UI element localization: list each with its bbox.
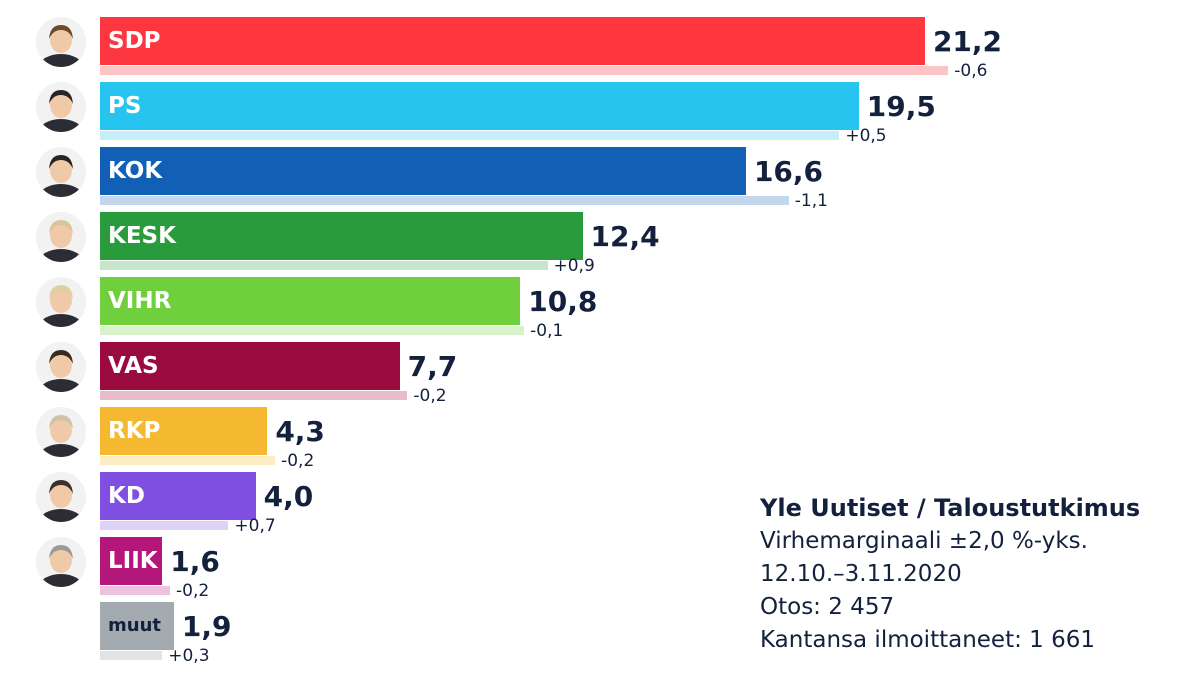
survey-dates: 12.10.–3.11.2020 [760,561,962,587]
bar-value-label: 10,8 [528,285,598,318]
previous-bar [100,326,525,335]
bar-category-label: LIIK [108,548,158,574]
previous-bar [100,131,840,140]
bar-row: VIHR 10,8 -0,1 [0,277,760,341]
previous-bar [100,651,163,660]
leader-photo-icon [36,212,86,262]
bar-category-label: VAS [108,353,159,379]
leader-photo-icon [36,472,86,522]
bar-value-label: 1,9 [181,610,232,643]
bar: RKP [100,407,268,455]
source-block: Yle Uutiset / Taloustutkimus Virhemargin… [760,492,1190,657]
leader-photo-icon [36,17,86,67]
bar: LIIK [100,537,163,585]
bar-value-label: 19,5 [866,90,936,123]
bar-category-label: KD [108,483,145,509]
bar-value-label: 4,3 [275,415,325,448]
leader-photo-icon [36,82,86,132]
previous-bar [100,66,949,75]
bar-row: RKP 4,3 -0,2 [0,407,760,471]
leader-photo-icon [36,147,86,197]
bar: KD [100,472,256,520]
declared-count: Kantansa ilmoittaneet: 1 661 [760,627,1096,653]
bar: VIHR [100,277,521,325]
bar-category-label: muut [108,615,161,636]
bar-row: KESK 12,4 +0,9 [0,212,760,276]
bar-value-label: 1,6 [170,545,220,578]
change-label: -0,2 [281,451,315,471]
bar-category-label: KESK [108,223,176,249]
source-title: Yle Uutiset / Taloustutkimus [760,494,1141,522]
bar-category-label: KOK [108,158,163,184]
bar-row: LIIK 1,6 -0,2 [0,537,760,601]
bar: PS [100,82,859,130]
change-label: +0,3 [168,646,210,666]
bar-value-label: 16,6 [753,155,824,188]
bar-value-label: 12,4 [590,220,660,253]
change-label: +0,7 [234,516,276,536]
change-label: -0,2 [413,386,447,406]
bar-row: SDP 21,2 -0,6 [0,17,1002,81]
bar: VAS [100,342,400,390]
change-label: +0,9 [553,256,595,276]
change-label: -1,1 [794,191,828,211]
bar: KESK [100,212,583,260]
change-label: -0,1 [530,321,564,341]
bar-value-label: 7,7 [407,350,458,383]
error-margin: Virhemarginaali ±2,0 %-yks. [760,528,1088,554]
bar: SDP [100,17,925,65]
leader-photo-icon [36,342,86,392]
leader-photo-icon [36,407,86,457]
bar-category-label: PS [108,93,142,119]
previous-bar [100,456,276,465]
leader-photo-icon [36,537,86,587]
bar-value-label: 4,0 [263,480,314,513]
previous-bar [100,521,229,530]
change-label: -0,2 [176,581,210,601]
bar-category-label: VIHR [108,288,172,314]
bar-row: VAS 7,7 -0,2 [0,342,760,406]
bar-category-label: RKP [108,418,161,444]
bar-row: PS 19,5 +0,5 [0,82,936,146]
change-label: -0,6 [954,61,988,81]
bar-row: muut 1,9 +0,3 [0,602,760,666]
bar-row: KOK 16,6 -1,1 [0,147,828,211]
bar-value-label: 21,2 [932,25,1003,58]
previous-bar [100,586,171,595]
change-label: +0,5 [845,126,887,146]
previous-bar [100,261,548,270]
bar: KOK [100,147,746,195]
bar-row: KD 4,0 +0,7 [0,472,760,536]
bar-category-label: SDP [108,28,161,54]
leader-photo-icon [36,277,86,327]
sample-size: Otos: 2 457 [760,594,895,620]
previous-bar [100,391,408,400]
previous-bar [100,196,789,205]
bar: muut [100,602,174,650]
